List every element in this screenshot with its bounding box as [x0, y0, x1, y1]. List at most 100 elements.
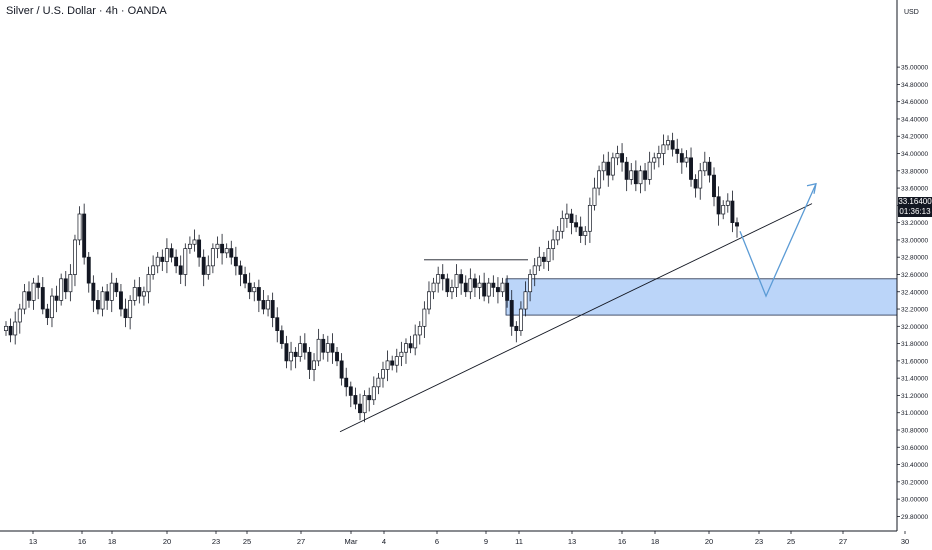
candle-up — [450, 287, 454, 293]
candle-down — [606, 161, 611, 176]
time-tick-label: 9 — [484, 537, 488, 546]
candle-up — [316, 338, 321, 362]
candle-up — [68, 274, 73, 293]
candle-down — [495, 287, 500, 293]
candle-up — [155, 256, 160, 267]
candle-up — [560, 217, 565, 232]
candle-down — [27, 291, 31, 301]
candle-down — [256, 287, 261, 301]
candle-down — [735, 222, 739, 227]
candle-up — [647, 161, 652, 180]
candle-down — [693, 179, 698, 189]
candle-down — [509, 300, 514, 327]
candle-down — [330, 343, 335, 353]
candle-up — [100, 291, 105, 310]
price-tick-label: 31.60000 — [901, 358, 928, 365]
candle-down — [578, 226, 583, 236]
price-tick-label: 34.60000 — [901, 99, 928, 106]
candle-up — [164, 248, 169, 262]
price-tick-label: 33.80000 — [901, 168, 928, 175]
candle-down — [229, 248, 234, 258]
price-tick-label: 31.20000 — [901, 393, 928, 400]
candle-down — [105, 291, 110, 301]
candle-down — [707, 161, 712, 176]
candle-up — [252, 287, 257, 293]
candle-up — [532, 265, 537, 275]
price-tick-label: 32.20000 — [901, 307, 928, 314]
last-price-label: 33.16400 01:36:13 — [898, 197, 932, 217]
candle-up — [362, 395, 367, 414]
price-tick-label: 30.40000 — [901, 462, 928, 469]
candle-up — [4, 325, 8, 331]
time-tick-label: 20 — [705, 537, 713, 546]
candle-up — [422, 308, 427, 327]
candle-up — [601, 161, 606, 172]
candle-down — [36, 282, 41, 288]
price-tick-label: 31.40000 — [901, 376, 928, 383]
candle-down — [293, 351, 298, 357]
candle-down — [730, 200, 735, 223]
candle-down — [247, 282, 252, 293]
candle-down — [243, 274, 248, 284]
price-tick-label: 30.80000 — [901, 428, 928, 435]
candle-down — [624, 161, 629, 180]
candle-down — [344, 377, 349, 388]
candle-up — [656, 153, 661, 159]
time-tick-label: 30 — [901, 537, 909, 546]
candle-up — [31, 282, 36, 301]
price-tick-label: 32.60000 — [901, 272, 928, 279]
candle-down — [675, 148, 680, 154]
candle-down — [302, 343, 307, 353]
candle-up — [192, 239, 197, 245]
candle-down — [279, 330, 284, 344]
candle-down — [491, 282, 496, 288]
candle-up — [431, 282, 436, 293]
candle-up — [385, 360, 390, 370]
candle-up — [615, 153, 620, 159]
candle-down — [463, 282, 468, 293]
candle-up — [146, 274, 151, 293]
time-tick-label: 20 — [163, 537, 171, 546]
candle-down — [459, 274, 464, 284]
price-tick-label: 33.60000 — [901, 186, 928, 193]
candle-down — [261, 300, 266, 310]
candle-down — [54, 295, 59, 301]
candle-down — [114, 282, 119, 293]
candle-up — [22, 291, 27, 310]
candle-up — [187, 243, 192, 249]
candle-up — [289, 351, 293, 362]
candle-up — [50, 295, 54, 319]
candle-up — [151, 265, 156, 275]
candle-up — [427, 291, 431, 310]
candle-up — [210, 248, 215, 267]
time-tick-label: 27 — [297, 537, 305, 546]
time-tick-label: 23 — [755, 537, 763, 546]
time-tick-label: 11 — [515, 537, 523, 546]
candle-down — [620, 153, 625, 163]
candle-up — [652, 157, 657, 163]
candle-down — [86, 256, 91, 284]
time-tick-label: 25 — [787, 537, 795, 546]
candle-down — [445, 278, 450, 293]
candle-up — [371, 386, 376, 401]
candle-down — [712, 174, 716, 198]
candle-up — [661, 144, 666, 154]
candle-up — [523, 291, 528, 310]
candle-up — [468, 278, 473, 293]
time-tick-label: 27 — [839, 537, 847, 546]
time-tick-label: 18 — [651, 537, 659, 546]
candle-down — [670, 140, 675, 150]
price-tick-label: 34.00000 — [901, 151, 928, 158]
candle-up — [312, 360, 316, 370]
candle-down — [353, 395, 358, 405]
candle-down — [174, 256, 179, 267]
annotations-layer — [339, 182, 817, 433]
candle-up — [376, 377, 381, 388]
candle-up — [537, 256, 542, 267]
candle-up — [698, 170, 703, 189]
candle-down — [220, 243, 225, 254]
candle-up — [528, 274, 533, 293]
time-tick-label: 6 — [435, 537, 439, 546]
time-tick-label: Mar — [345, 537, 358, 546]
time-tick-label: 13 — [29, 537, 37, 546]
